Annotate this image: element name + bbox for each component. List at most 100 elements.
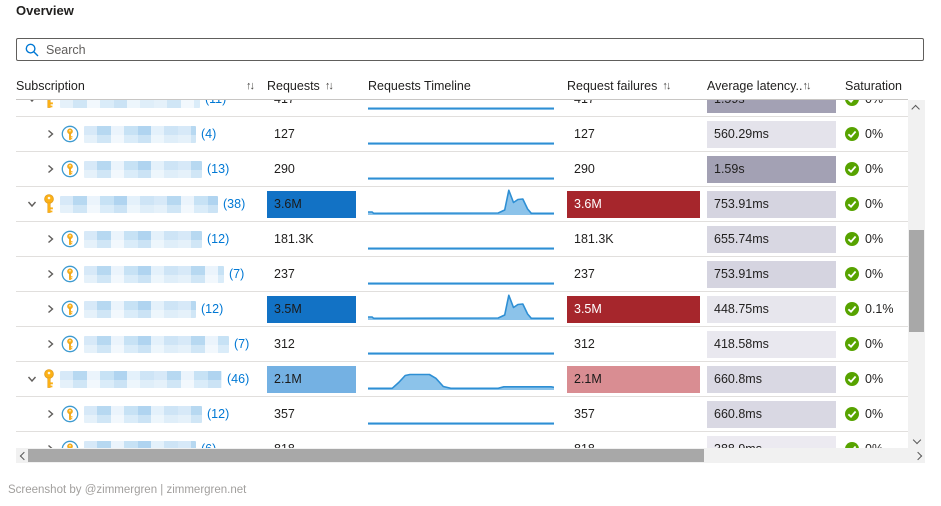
request-failures-cell: 818 bbox=[567, 436, 707, 448]
chevron-right-icon bbox=[913, 451, 922, 460]
request-failures-cell: 237 bbox=[567, 261, 707, 288]
saturation-cell: 0% bbox=[845, 197, 908, 211]
redacted-subscription-name bbox=[84, 160, 202, 178]
chevron-right-icon[interactable] bbox=[44, 303, 56, 315]
subscription-row[interactable]: (7) 237 237 753.91ms 0% bbox=[16, 257, 908, 292]
chevron-right-icon[interactable] bbox=[44, 233, 56, 245]
average-latency-cell: 660.8ms bbox=[707, 400, 845, 428]
search-box[interactable] bbox=[16, 38, 924, 61]
subscription-row[interactable]: (13) 290 290 1.59s 0% bbox=[16, 152, 908, 187]
requests-timeline-sparkline bbox=[368, 398, 567, 430]
chevron-right-icon[interactable] bbox=[44, 163, 56, 175]
subscription-count: (6) bbox=[201, 442, 216, 448]
subscription-row[interactable]: (6) 818 818 388.9ms 0% bbox=[16, 432, 908, 448]
requests-cell: 237 bbox=[267, 261, 368, 288]
column-header-average-latency[interactable]: Average latency.. ↑↓ bbox=[707, 79, 845, 93]
scroll-down-button[interactable] bbox=[908, 431, 925, 448]
subscription-row[interactable]: (12) 357 357 660.8ms 0% bbox=[16, 397, 908, 432]
redacted-subscription-name bbox=[84, 335, 229, 353]
redacted-subscription-name bbox=[84, 230, 202, 248]
subscription-name-cell: (12) bbox=[16, 405, 267, 423]
subscription-count: (12) bbox=[207, 232, 230, 246]
subscription-count: (4) bbox=[201, 127, 217, 141]
scroll-up-button[interactable] bbox=[908, 100, 925, 117]
column-label: Saturation bbox=[845, 78, 902, 93]
subscription-row[interactable]: (7) 312 312 418.58ms 0% bbox=[16, 327, 908, 362]
column-label: Average latency.. bbox=[707, 78, 803, 93]
status-ok-check-icon bbox=[845, 197, 859, 211]
subscription-name-cell: (7) bbox=[16, 335, 267, 353]
column-header-request-failures[interactable]: Request failures ↑↓ bbox=[567, 79, 707, 93]
status-ok-check-icon bbox=[845, 100, 859, 106]
saturation-cell: 0% bbox=[845, 162, 908, 176]
page-title: Overview bbox=[16, 3, 74, 18]
subscription-key-icon bbox=[61, 265, 79, 283]
column-header-requests[interactable]: Requests ↑↓ bbox=[267, 79, 368, 93]
subscription-count: (7) bbox=[234, 337, 250, 351]
saturation-cell: 0% bbox=[845, 100, 908, 106]
subscription-key-icon bbox=[61, 335, 79, 353]
subscription-row[interactable]: (46) 2.1M 2.1M 660.8ms 0% bbox=[16, 362, 908, 397]
requests-cell: 312 bbox=[267, 331, 368, 358]
chevron-down-icon[interactable] bbox=[26, 198, 38, 210]
requests-cell: 357 bbox=[267, 401, 368, 428]
value-cell: 290 bbox=[574, 162, 595, 176]
chevron-right-icon[interactable] bbox=[44, 268, 56, 280]
chevron-right-icon[interactable] bbox=[44, 408, 56, 420]
subscription-key-icon bbox=[61, 300, 79, 318]
scroll-right-button[interactable] bbox=[910, 448, 925, 463]
column-header-saturation: Saturation bbox=[845, 79, 908, 93]
requests-timeline-sparkline bbox=[368, 328, 567, 360]
redacted-subscription-name bbox=[84, 440, 196, 448]
sort-arrows-icon[interactable]: ↑↓ bbox=[246, 79, 255, 92]
average-latency-cell: 448.75ms bbox=[707, 295, 845, 323]
chevron-right-icon[interactable] bbox=[44, 338, 56, 350]
value-cell: 417 bbox=[267, 100, 356, 113]
sort-arrows-icon[interactable]: ↑↓ bbox=[662, 79, 671, 92]
subscription-row[interactable]: (12) 3.5M 3.5M 448.75ms 0.1% bbox=[16, 292, 908, 327]
table-body: (11)4174171.59s0%(4)127127560.29ms0%(13)… bbox=[16, 100, 908, 448]
search-input[interactable] bbox=[46, 42, 915, 57]
value-cell: 312 bbox=[574, 337, 595, 351]
redacted-subscription-name bbox=[60, 100, 200, 108]
chevron-down-icon[interactable] bbox=[26, 100, 38, 105]
saturation-value: 0% bbox=[865, 337, 884, 351]
saturation-value: 0% bbox=[865, 100, 883, 106]
average-latency-cell: 388.9ms bbox=[707, 435, 845, 448]
redacted-subscription-name bbox=[84, 300, 196, 318]
redacted-subscription-name bbox=[84, 405, 202, 423]
saturation-value: 0% bbox=[865, 267, 884, 281]
request-failures-cell: 417 bbox=[567, 100, 707, 113]
value-cell: 127 bbox=[574, 127, 595, 141]
vertical-scrollbar[interactable] bbox=[908, 100, 925, 448]
sort-arrows-icon[interactable]: ↑↓ bbox=[324, 79, 334, 92]
subscription-row[interactable]: (38) 3.6M 3.6M 753.91ms 0% bbox=[16, 187, 908, 222]
column-header-subscription[interactable]: Subscription ↑↓ bbox=[16, 79, 267, 93]
requests-timeline-sparkline bbox=[368, 153, 567, 185]
sort-arrows-icon[interactable]: ↑↓ bbox=[802, 79, 811, 92]
requests-timeline-sparkline bbox=[368, 118, 567, 150]
request-failures-cell: 181.3K bbox=[567, 226, 707, 253]
subscriptions-table: Subscription ↑↓ Requests ↑↓ Requests Tim… bbox=[16, 72, 908, 448]
redacted-subscription-name bbox=[84, 265, 224, 283]
subscription-row[interactable]: (11) 417 417 1.59s 0% bbox=[16, 100, 908, 117]
subscription-row[interactable]: (4) 127 127 560.29ms 0% bbox=[16, 117, 908, 152]
chevron-right-icon[interactable] bbox=[44, 128, 56, 140]
horizontal-scrollbar-thumb[interactable] bbox=[28, 449, 704, 462]
subscription-row[interactable]: (12) 181.3K 181.3K 655.74ms 0% bbox=[16, 222, 908, 257]
vertical-scrollbar-thumb[interactable] bbox=[909, 230, 924, 332]
subscription-count: (13) bbox=[207, 162, 230, 176]
status-ok-check-icon bbox=[845, 162, 859, 176]
saturation-value: 0% bbox=[865, 162, 884, 176]
horizontal-scrollbar[interactable] bbox=[16, 448, 925, 463]
saturation-value: 0% bbox=[865, 372, 884, 386]
latency-heatmap-cell: 753.91ms bbox=[707, 190, 836, 218]
subscription-key-icon bbox=[43, 369, 55, 389]
chevron-right-icon[interactable] bbox=[44, 443, 56, 448]
subscription-key-icon bbox=[61, 405, 79, 423]
request-failures-cell: 290 bbox=[567, 156, 707, 183]
average-latency-cell: 418.58ms bbox=[707, 330, 845, 358]
average-latency-cell: 753.91ms bbox=[707, 190, 845, 218]
chevron-down-icon[interactable] bbox=[26, 373, 38, 385]
